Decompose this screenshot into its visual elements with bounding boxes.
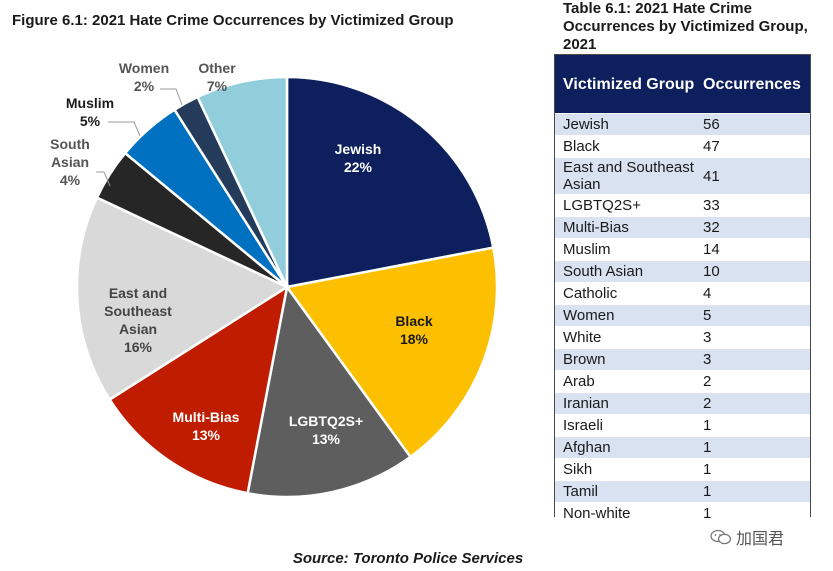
cell-group: White — [555, 326, 695, 348]
table-row: White 3 — [555, 326, 810, 348]
cell-group: Tamil — [555, 480, 695, 502]
cell-occurrences: 1 — [695, 436, 810, 458]
cell-group: Iranian — [555, 392, 695, 414]
leader-lines — [96, 88, 183, 187]
cell-group: Muslim — [555, 238, 695, 260]
wechat-icon — [710, 529, 732, 545]
pie-slice-east-and-southeast-asian — [75, 195, 290, 402]
header-occurrences: Occurrences — [695, 55, 810, 113]
table-body: Jewish 56 Black 47 East and Southeast Asian 4… — [555, 113, 810, 524]
slice-label: East and Southeast Asian 16% — [104, 285, 172, 355]
cell-occurrences: 2 — [695, 392, 810, 414]
cell-group: South Asian — [555, 260, 695, 282]
table-row: Afghan 1 — [555, 436, 810, 458]
watermark: 加国君 — [710, 525, 784, 549]
slice-label: South Asian 4% — [50, 136, 90, 188]
cell-group: LGBTQ2S+ — [555, 194, 695, 216]
pie-slice-other — [195, 75, 289, 288]
table-row: Iranian 2 — [555, 392, 810, 414]
pie-chart: Jewish 22% Black 18% LGBTQ2S+ 13% Multi-Bias 13… — [50, 60, 499, 499]
cell-occurrences: 4 — [695, 282, 810, 304]
pie-slice-black — [284, 246, 499, 459]
table-row: Women 5 — [555, 304, 810, 326]
slice-labels: Jewish 22% Black 18% LGBTQ2S+ 13% Multi-Bias 13… — [50, 60, 433, 447]
slice-label: Jewish 22% — [335, 141, 382, 175]
slice-label: Women 2% — [119, 60, 169, 94]
cell-group: Brown — [555, 348, 695, 370]
table-row: Israeli 1 — [555, 414, 810, 436]
cell-occurrences: 14 — [695, 238, 810, 260]
cell-occurrences: 32 — [695, 216, 810, 238]
cell-group: Sikh — [555, 458, 695, 480]
cell-occurrences: 3 — [695, 326, 810, 348]
table-header-row: Victimized Group Occurrences — [555, 55, 810, 113]
cell-occurrences: 1 — [695, 458, 810, 480]
leader-line — [108, 121, 141, 137]
table-row: South Asian 10 — [555, 260, 810, 282]
cell-group: Multi-Bias — [555, 216, 695, 238]
cell-occurrences: 33 — [695, 194, 810, 216]
slice-label: Black 18% — [395, 313, 433, 347]
cell-group: East and Southeast Asian — [555, 157, 695, 194]
table-row: Jewish 56 — [555, 113, 810, 135]
cell-occurrences: 1 — [695, 502, 810, 524]
cell-group: Jewish — [555, 113, 695, 135]
leader-line — [160, 88, 183, 106]
header-victimized-group: Victimized Group — [555, 55, 695, 113]
pie-slices — [75, 75, 499, 499]
cell-group: Women — [555, 304, 695, 326]
slice-label: LGBTQ2S+ 13% — [289, 413, 363, 447]
watermark-text: 加国君 — [736, 531, 785, 548]
slice-label: Other 7% — [198, 60, 236, 94]
table-row: Black 47 — [555, 135, 810, 157]
pie-slice-lgbtq2s- — [246, 283, 413, 499]
slice-label: Multi-Bias 13% — [173, 409, 240, 443]
cell-occurrences: 10 — [695, 260, 810, 282]
table-row: Catholic 4 — [555, 282, 810, 304]
table-row: Brown 3 — [555, 348, 810, 370]
cell-group: Black — [555, 135, 695, 157]
cell-group: Arab — [555, 370, 695, 392]
cell-occurrences: 2 — [695, 370, 810, 392]
cell-group: Israeli — [555, 414, 695, 436]
cell-occurrences: 1 — [695, 480, 810, 502]
pie-slice-jewish — [285, 75, 495, 289]
cell-group: Afghan — [555, 436, 695, 458]
table-row: Tamil 1 — [555, 480, 810, 502]
cell-group: Non-white — [555, 502, 695, 524]
cell-occurrences: 56 — [695, 113, 810, 135]
cell-occurrences: 3 — [695, 348, 810, 370]
table-row: LGBTQ2S+ 33 — [555, 194, 810, 216]
cell-group: Catholic — [555, 282, 695, 304]
cell-occurrences: 41 — [695, 157, 810, 194]
occurrences-table: Victimized Group Occurrences Jewish 56 Bla… — [554, 54, 811, 524]
cell-occurrences: 47 — [695, 135, 810, 157]
figure-title: Figure 6.1: 2021 Hate Crime Occurrences … — [12, 12, 454, 29]
slice-label: Muslim 5% — [66, 95, 114, 129]
table-row: Multi-Bias 32 — [555, 216, 810, 238]
cell-occurrences: 1 — [695, 414, 810, 436]
table-title: Table 6.1: 2021 Hate Crime Occurrences b… — [563, 0, 808, 53]
table-row: Muslim 14 — [555, 238, 810, 260]
table-row: East and Southeast Asian 41 — [555, 157, 810, 194]
source-note: Source: Toronto Police Services — [292, 550, 524, 567]
pie-slice-multi-bias — [107, 284, 289, 495]
leader-line — [96, 171, 111, 187]
table-row: Sikh 1 — [555, 458, 810, 480]
table-row: Arab 2 — [555, 370, 810, 392]
cell-occurrences: 5 — [695, 304, 810, 326]
table-row: Non-white 1 — [555, 502, 810, 524]
data-table: Victimized Group Occurrences Jewish 56 Bla… — [555, 55, 810, 524]
